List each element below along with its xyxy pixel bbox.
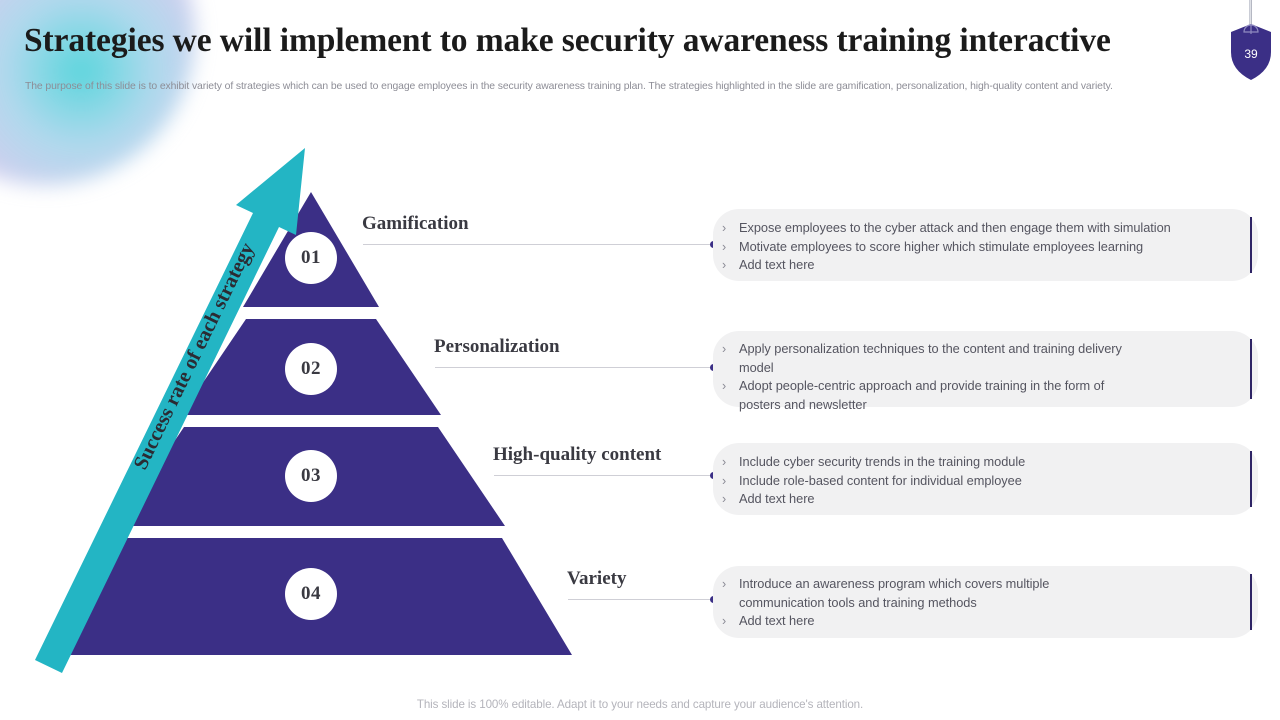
- content-card-gamification[interactable]: › Expose employees to the cyber attack an…: [713, 209, 1258, 281]
- content-card-high-quality-content[interactable]: › Include cyber security trends in the tr…: [713, 443, 1258, 515]
- chevron-right-icon: ›: [722, 342, 727, 356]
- chevron-right-icon: ›: [722, 239, 727, 254]
- list-item: › Add text here: [713, 256, 1236, 275]
- chevron-right-icon: ›: [722, 258, 727, 273]
- badge-pin-icon: [1249, 0, 1252, 34]
- content-card-variety[interactable]: › Introduce an awareness program which co…: [713, 566, 1258, 638]
- tier-number-04: 04: [285, 568, 337, 620]
- category-title-personalization: Personalization: [434, 336, 560, 357]
- connector-line-1: [363, 244, 713, 245]
- page-subtitle: The purpose of this slide is to exhibit …: [25, 81, 1113, 92]
- category-title-high-quality-content: High-quality content: [493, 444, 662, 465]
- list-item: › Adopt people-centric approach and provi…: [722, 378, 1105, 412]
- tier-number-02: 02: [285, 343, 337, 395]
- connector-line-2: [435, 367, 713, 368]
- category-title-gamification: Gamification: [362, 213, 469, 234]
- category-title-variety: Variety: [567, 568, 627, 589]
- shield-icon: [1231, 24, 1271, 80]
- success-rate-arrow-icon: [35, 148, 305, 673]
- chevron-right-icon: ›: [722, 614, 727, 629]
- tier-number-03: 03: [285, 450, 337, 502]
- tier-number-01: 01: [285, 232, 337, 284]
- list-item: › Introduce an awareness program which co…: [722, 576, 1050, 610]
- chevron-right-icon: ›: [722, 455, 727, 469]
- list-item: › Include role-based content for individu…: [713, 472, 1236, 491]
- list-item: › Add text here: [713, 612, 1118, 631]
- chevron-right-icon: ›: [722, 577, 727, 591]
- card-accent-bar: [1249, 339, 1252, 399]
- list-item: › Apply personalization techniques to the…: [722, 341, 1122, 375]
- card-accent-bar: [1249, 451, 1252, 507]
- list-item: › Motivate employees to score higher whic…: [713, 238, 1236, 257]
- chevron-right-icon: ›: [722, 473, 727, 488]
- list-item: › Include cyber security trends in the tr…: [713, 453, 1236, 472]
- list-item: › Expose employees to the cyber attack an…: [713, 219, 1236, 238]
- slide-number-badge: 39: [1228, 0, 1274, 82]
- list-item: › Add text here: [713, 490, 1236, 509]
- bullet-list-4: › Introduce an awareness program which co…: [713, 566, 1258, 631]
- footer-note: This slide is 100% editable. Adapt it to…: [416, 698, 864, 711]
- chevron-right-icon: ›: [722, 492, 727, 507]
- connector-line-3: [494, 475, 713, 476]
- bullet-list-3: › Include cyber security trends in the tr…: [713, 443, 1258, 509]
- bullet-list-2: › Apply personalization techniques to the…: [713, 331, 1258, 414]
- content-card-personalization[interactable]: › Apply personalization techniques to the…: [713, 331, 1258, 412]
- card-accent-bar: [1249, 217, 1252, 273]
- slide-number-text: 39: [1244, 47, 1258, 61]
- pyramid-diagram: 01 02 03 04 Success rate of each strateg…: [35, 148, 572, 673]
- page-title: Strategies we will implement to make sec…: [24, 22, 1111, 59]
- pyramid-shapes: [35, 148, 572, 673]
- chevron-right-icon: ›: [722, 379, 727, 394]
- connector-line-4: [568, 599, 713, 600]
- bullet-list-1: › Expose employees to the cyber attack an…: [713, 209, 1258, 275]
- chevron-right-icon: ›: [722, 221, 727, 235]
- card-accent-bar: [1249, 574, 1252, 630]
